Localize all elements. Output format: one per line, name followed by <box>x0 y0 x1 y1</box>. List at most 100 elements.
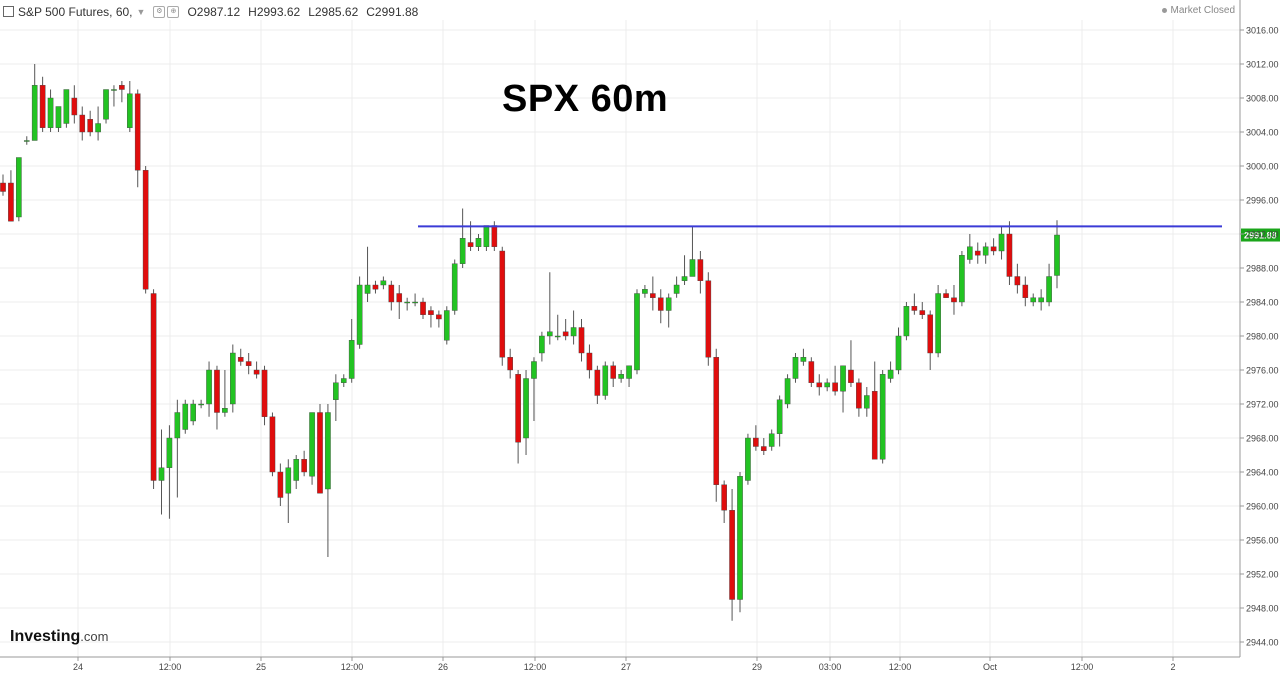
symbol-label[interactable]: S&P 500 Futures, 60, <box>18 5 133 19</box>
price-tick-label: 2968.00 <box>1246 434 1279 444</box>
settings-icon[interactable]: ⚙ <box>153 6 166 18</box>
price-tick-label: 2988.00 <box>1246 264 1279 274</box>
candle <box>142 166 149 294</box>
candle-body <box>713 357 720 485</box>
candle-body <box>879 374 886 460</box>
open-value: O2987.12 <box>187 5 241 19</box>
candle <box>483 225 490 251</box>
candle <box>1054 220 1060 289</box>
candle-body <box>174 412 181 439</box>
candle <box>784 374 791 409</box>
logo-name: Investing <box>10 628 81 645</box>
candle-body <box>293 459 300 481</box>
candle <box>277 463 284 506</box>
candle-body <box>982 246 989 256</box>
candle <box>174 399 181 498</box>
candle-body <box>610 365 617 379</box>
candle <box>808 357 815 387</box>
candle <box>293 455 300 489</box>
candle <box>919 302 926 319</box>
candle <box>475 234 482 251</box>
candle-body <box>71 97 78 116</box>
candle <box>31 64 38 141</box>
candle-body <box>269 416 276 473</box>
time-tick-label: 12:00 <box>341 662 364 672</box>
candle <box>935 285 941 358</box>
candle-body <box>911 306 918 311</box>
candle-body <box>340 378 347 383</box>
candle <box>340 374 347 387</box>
candle-body <box>317 412 323 494</box>
candle <box>412 293 418 307</box>
candle <box>586 344 593 379</box>
candle-body <box>998 233 1005 252</box>
candle <box>126 81 133 132</box>
candle <box>864 387 870 417</box>
candle-body <box>974 250 981 256</box>
candle <box>325 404 331 557</box>
candle-body <box>364 284 371 294</box>
candle <box>182 399 189 434</box>
candle-body <box>55 106 62 128</box>
candle <box>776 395 783 447</box>
candle <box>55 106 62 132</box>
time-tick-label: 24 <box>73 662 83 672</box>
candle <box>681 255 688 285</box>
candle <box>737 472 743 613</box>
candle <box>0 174 6 196</box>
candle <box>618 370 624 383</box>
candle-body <box>214 369 220 413</box>
candle <box>745 433 751 485</box>
candle-body <box>126 93 133 128</box>
low-value: L2985.62 <box>308 5 359 19</box>
candle <box>594 365 601 404</box>
price-tick-label: 3008.00 <box>1246 94 1279 104</box>
candle-body <box>689 259 696 277</box>
candle-body <box>166 437 173 468</box>
candle <box>634 289 640 375</box>
candle-body <box>420 301 426 315</box>
candle-body <box>848 369 854 383</box>
candle <box>119 81 125 103</box>
candle <box>990 238 997 256</box>
price-tick-label: 2980.00 <box>1246 332 1279 342</box>
investing-logo[interactable]: Investing.com <box>10 628 108 646</box>
candle <box>507 348 513 379</box>
candle <box>816 374 823 396</box>
candle-body <box>348 340 355 379</box>
symbol-dropdown-icon[interactable]: ▼ <box>136 7 146 17</box>
candle <box>1006 221 1013 285</box>
time-tick-label: 2 <box>1170 662 1175 672</box>
candle <box>301 450 307 477</box>
candle <box>721 480 727 523</box>
candle-body <box>206 369 212 405</box>
candle <box>626 365 632 387</box>
candle-body <box>333 382 339 400</box>
last-price-label: 2991.88 <box>1244 231 1277 241</box>
candle <box>856 378 862 417</box>
candle <box>959 251 965 307</box>
price-tick-label: 2944.00 <box>1246 638 1279 648</box>
candle-body <box>602 365 609 396</box>
candle-body <box>618 374 624 379</box>
candle-body <box>539 335 545 354</box>
candle <box>499 246 506 366</box>
high-value: H2993.62 <box>248 5 301 19</box>
candle-body <box>927 314 934 354</box>
chart-window-icon[interactable] <box>3 6 14 17</box>
candle-body <box>443 310 450 341</box>
compare-icon[interactable]: ⊕ <box>167 6 180 18</box>
candle <box>1038 289 1044 311</box>
candle <box>39 76 46 132</box>
candle-body <box>23 140 30 142</box>
candle <box>729 489 735 621</box>
price-tick-label: 3016.00 <box>1246 26 1279 36</box>
candle <box>824 378 830 392</box>
candle-body <box>63 89 70 124</box>
candle-body <box>768 433 775 447</box>
candle <box>333 374 339 421</box>
candle-body <box>230 352 236 405</box>
candle <box>943 289 949 298</box>
candle-body <box>515 374 521 443</box>
price-tick-label: 2984.00 <box>1246 298 1279 308</box>
